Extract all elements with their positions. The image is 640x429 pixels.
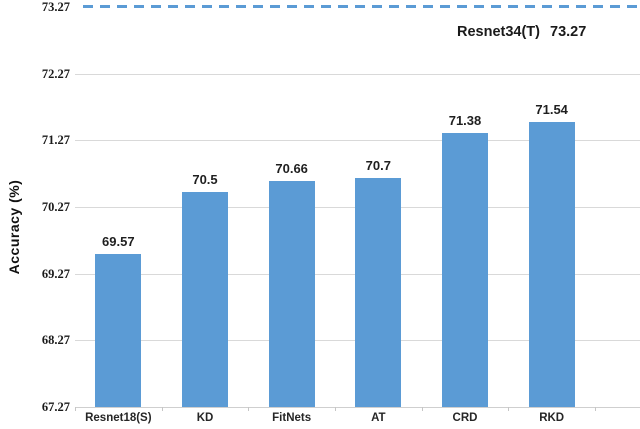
y-tick-label: 71.27 — [41, 133, 70, 148]
teacher-dashed-line — [83, 5, 640, 8]
x-axis-tick — [75, 407, 76, 411]
x-axis-tick — [421, 407, 423, 411]
y-tick-label: 70.27 — [41, 200, 70, 214]
bar — [528, 122, 575, 407]
bar — [95, 253, 142, 407]
x-tick-label: KD — [196, 412, 214, 424]
bar — [442, 133, 488, 407]
y-tick-label: 73.27 — [41, 0, 70, 14]
x-tick-label: FitNets — [272, 412, 312, 424]
x-axis-tick — [161, 407, 163, 411]
bar-value-label: 70.66 — [275, 161, 308, 176]
gridline — [75, 73, 640, 75]
bar-value-label: 69.57 — [102, 233, 135, 249]
x-axis-tick — [248, 407, 250, 411]
teacher-annotation-value: 73.27 — [550, 24, 587, 40]
teacher-annotation: Resnet34(T) 73.27 — [457, 23, 586, 41]
x-tick-label: CRD — [452, 412, 478, 424]
x-tick-label: RKD — [539, 412, 565, 424]
bar — [355, 178, 402, 407]
x-axis-line — [75, 407, 640, 408]
x-axis-tick — [508, 407, 510, 411]
y-tick-label: 72.27 — [41, 66, 70, 81]
y-tick-label: 69.27 — [41, 266, 70, 281]
bar-value-label: 70.5 — [192, 171, 218, 187]
bar-value-label: 71.38 — [448, 113, 482, 128]
bar-value-label: 70.7 — [365, 158, 391, 174]
bar — [182, 191, 228, 407]
y-tick-label: 68.27 — [41, 333, 70, 348]
y-tick-label: 67.27 — [41, 400, 70, 414]
x-axis-tick — [335, 407, 336, 411]
x-tick-label: AT — [371, 412, 386, 424]
teacher-annotation-label: Resnet34(T) — [457, 24, 540, 40]
gridline — [75, 140, 640, 142]
x-tick-label: Resnet18(S) — [85, 412, 152, 424]
x-axis-tick — [595, 407, 596, 411]
bar — [268, 181, 315, 407]
bar-value-label: 71.54 — [535, 102, 568, 118]
